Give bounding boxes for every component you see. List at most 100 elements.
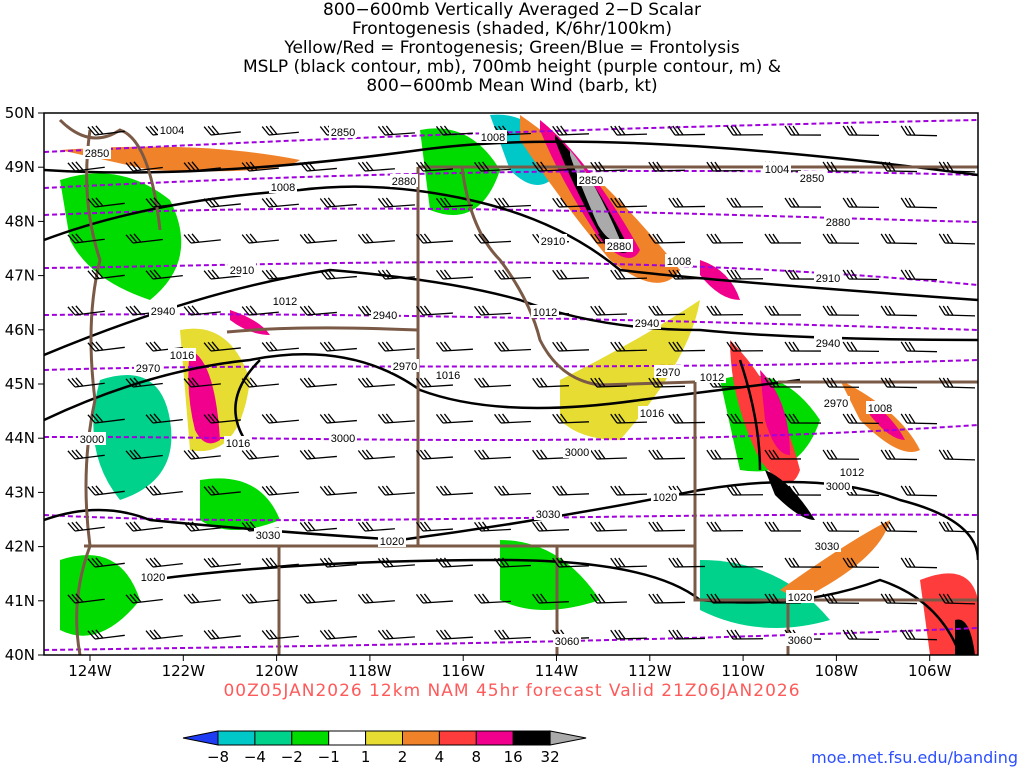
credit-link[interactable]: moe.met.fsu.edu/banding [811, 748, 1018, 767]
lat-label: 49N [5, 158, 35, 176]
label-background [391, 359, 419, 372]
height-label: 3030 [815, 541, 839, 553]
mslp-label: 1020 [788, 592, 812, 604]
lat-label: 50N [5, 104, 35, 122]
wind-barb [552, 485, 590, 496]
wind-barb [784, 341, 822, 352]
wind-barb [299, 521, 337, 532]
title-line: Frontogenesis (shaded, K/6hr/100km) [352, 19, 672, 39]
wind-barb [415, 305, 453, 316]
state-border [58, 118, 162, 231]
wind-barb [87, 485, 125, 496]
mslp-label: 1012 [700, 372, 724, 384]
lon-label: 122W [162, 662, 206, 680]
mslp-label: 1012 [533, 307, 557, 319]
wind-barb [552, 557, 590, 568]
label-background [838, 465, 866, 478]
mslp-contour [44, 140, 978, 177]
wind-barb [299, 305, 337, 316]
label-background [134, 361, 162, 374]
wind-barb [241, 377, 279, 388]
wind-barb [125, 377, 163, 388]
wind-barb [668, 413, 706, 424]
wind-barb [415, 521, 453, 532]
height-contour [44, 261, 978, 286]
wind-barb [706, 233, 744, 244]
title-line: MSLP (black contour, mb), 700mb height (… [242, 57, 782, 77]
mslp-label: 1020 [653, 492, 677, 504]
wind-barb [67, 377, 105, 388]
label-background [378, 534, 406, 547]
wind-barb [900, 413, 938, 425]
wind-barb [494, 197, 531, 208]
frontogenesis-area [570, 150, 620, 241]
wind-barb [842, 341, 880, 353]
label-background [763, 162, 791, 175]
wind-barb [319, 197, 357, 208]
wind-barb [726, 341, 764, 352]
label-background [638, 406, 666, 419]
height-contour [44, 313, 978, 331]
wind-barb [494, 485, 531, 496]
wind-barb [241, 233, 279, 244]
title-line: Yellow/Red = Frontogenesis; Green/Blue =… [284, 38, 740, 58]
wind-barb [764, 233, 802, 244]
wind-barb [822, 233, 860, 244]
wind-barb [241, 449, 279, 460]
wind-barb [880, 449, 918, 461]
wind-barb [474, 449, 511, 460]
wind-barb [532, 377, 569, 388]
wind-barb [552, 413, 590, 424]
wind-barb [203, 629, 241, 640]
wind-barb [125, 521, 163, 532]
wind-barbs [67, 125, 976, 641]
mslp-label: 1004 [765, 164, 789, 176]
wind-barb [668, 197, 706, 208]
wind-barb [706, 449, 744, 460]
wind-barb [377, 629, 415, 640]
height-label: 2850 [331, 127, 355, 139]
colorbar-tick-label: 16 [504, 748, 523, 766]
wind-barb [784, 413, 822, 424]
wind-barb [87, 197, 125, 208]
wind-barb [415, 593, 453, 604]
wind-barb [87, 269, 125, 280]
title-line: 800−600mb Vertically Averaged 2−D Scalar [323, 0, 701, 20]
wind-barb [900, 629, 938, 641]
height-contour [44, 169, 978, 189]
wind-barb [145, 485, 183, 496]
lon-label: 110W [721, 662, 765, 680]
wind-barb [648, 233, 686, 244]
wind-barb [261, 485, 299, 496]
wind-barb [610, 413, 648, 424]
height-label: 2850 [85, 148, 109, 160]
wind-barb [183, 305, 221, 316]
wind-barb [145, 629, 183, 640]
label-background [371, 308, 399, 321]
colorbar-tick-label: −8 [207, 748, 229, 766]
label-background [633, 316, 661, 329]
wind-barb [377, 413, 415, 424]
wind-barb [726, 629, 764, 640]
wind-barb [938, 305, 976, 317]
height-label: 3060 [788, 635, 812, 647]
mslp-label: 1016 [170, 350, 194, 362]
wind-barb [261, 197, 299, 208]
label-background [158, 123, 186, 136]
wind-barb [726, 485, 764, 496]
label-background [822, 396, 850, 409]
wind-barb [299, 593, 337, 604]
lat-label: 42N [5, 538, 35, 556]
wind-barb [706, 305, 744, 316]
wind-barb [938, 521, 976, 533]
wind-barb [706, 521, 744, 532]
height-label: 2880 [826, 217, 850, 229]
colorbar-swatch [365, 730, 404, 746]
wind-barb [610, 557, 648, 568]
lon-label: 114W [535, 662, 579, 680]
label-background [271, 294, 299, 307]
mslp-label: 1016 [436, 370, 460, 382]
wind-barb [261, 269, 299, 280]
frontolysis-area [500, 540, 600, 610]
wind-barb [822, 521, 860, 532]
